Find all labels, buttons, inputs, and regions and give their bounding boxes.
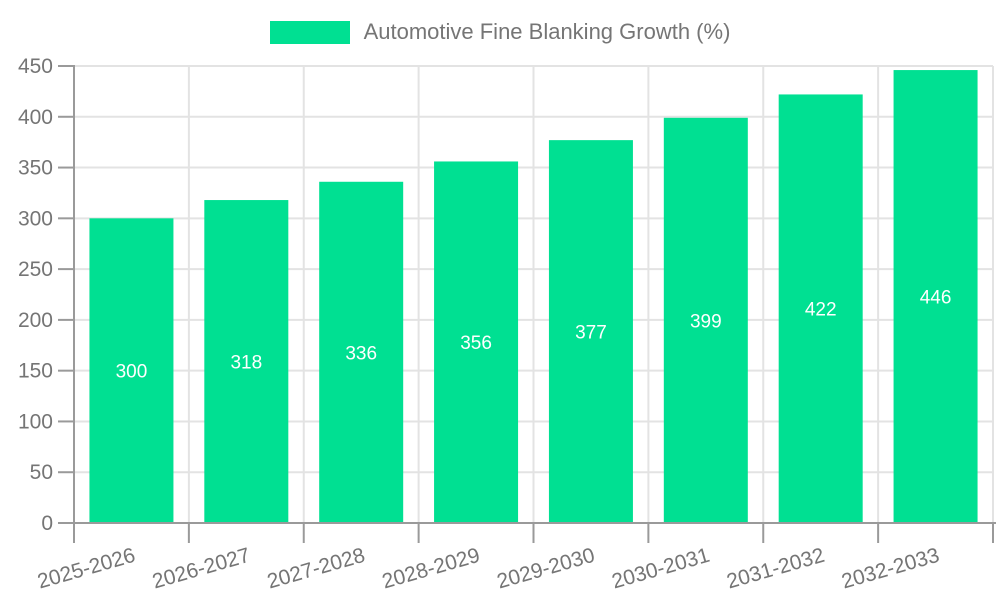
y-axis-tick-label: 400 (18, 106, 53, 129)
y-axis-tick-label: 300 (18, 207, 53, 230)
y-axis-tick-label: 250 (18, 258, 53, 281)
bar-value-label: 318 (230, 353, 262, 374)
x-axis-tick-label: 2030-2031 (609, 544, 712, 594)
y-axis-tick-label: 450 (18, 55, 53, 78)
bar-value-label: 422 (805, 300, 837, 321)
x-axis-tick-label: 2029-2030 (494, 544, 597, 594)
y-axis-tick-label: 200 (18, 309, 53, 332)
y-axis-tick-label: 150 (18, 360, 53, 383)
bar-value-label: 399 (690, 311, 722, 332)
x-axis-tick-label: 2031-2032 (724, 544, 827, 594)
y-axis-tick-label: 100 (18, 410, 53, 433)
legend-swatch-icon[interactable] (269, 20, 350, 44)
legend[interactable]: Automotive Fine Blanking Growth (%) (0, 19, 1000, 45)
bar-2030-2031[interactable] (663, 117, 748, 523)
bar-2032-2033[interactable] (893, 70, 978, 523)
y-axis-tick-label: 50 (30, 461, 53, 484)
bar-value-label: 377 (575, 323, 607, 344)
x-axis-tick-label: 2026-2027 (150, 544, 253, 594)
bar-value-label: 300 (116, 362, 148, 383)
y-axis-tick-label: 0 (41, 512, 53, 535)
x-axis-tick-label: 2027-2028 (265, 544, 368, 594)
bar-value-label: 336 (345, 343, 377, 364)
bar-2029-2030[interactable] (548, 140, 633, 523)
bar-2028-2029[interactable] (434, 161, 519, 523)
x-axis-tick-label: 2032-2033 (839, 544, 942, 594)
legend-label: Automotive Fine Blanking Growth (%) (363, 19, 731, 44)
bar-value-label: 446 (920, 288, 952, 309)
bar-2031-2032[interactable] (778, 94, 863, 524)
bar-2026-2027[interactable] (204, 200, 289, 523)
y-axis-tick-label: 350 (18, 157, 53, 180)
bar-2025-2026[interactable] (89, 218, 174, 524)
bar-value-label: 356 (460, 333, 492, 354)
x-axis-tick-label: 2028-2029 (380, 544, 483, 594)
bar-2027-2028[interactable] (319, 181, 404, 524)
x-axis-tick-label: 2025-2026 (35, 544, 138, 594)
